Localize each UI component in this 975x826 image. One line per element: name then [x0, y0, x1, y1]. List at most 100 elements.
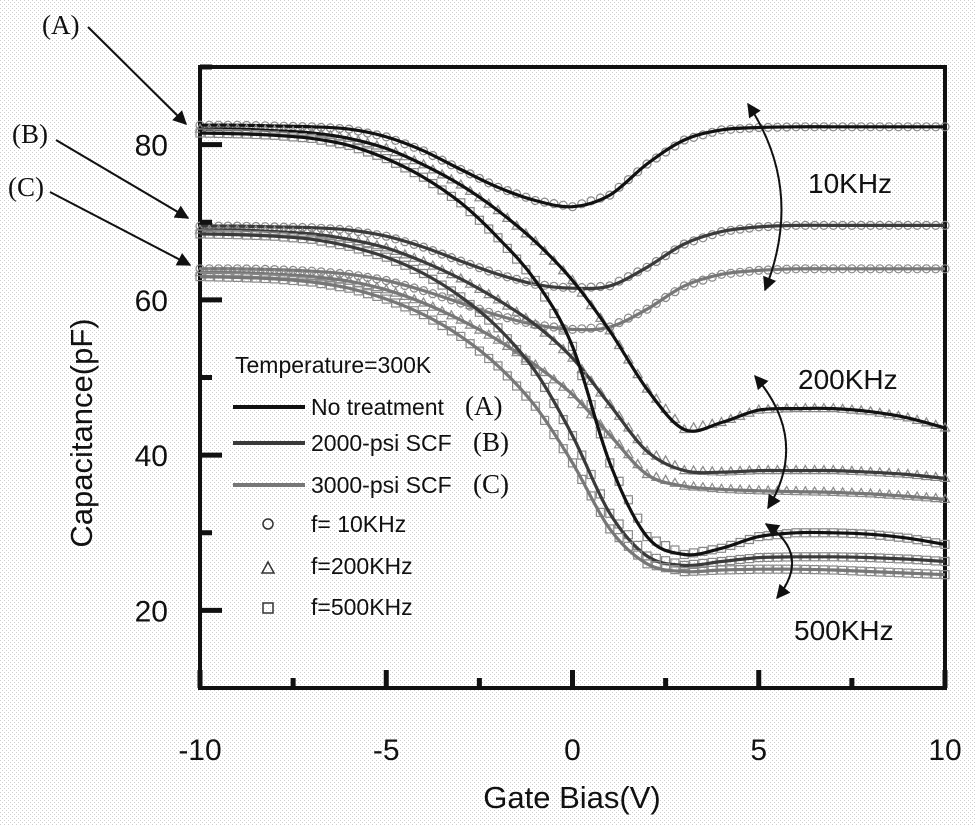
- data-marker: [474, 346, 484, 356]
- legend-marker-square: [262, 602, 274, 614]
- legend-marker-circle: [262, 518, 274, 530]
- freq-label-10khz: 10KHz: [808, 168, 892, 199]
- data-marker: [633, 167, 643, 177]
- data-marker: [493, 323, 503, 333]
- data-marker: [660, 292, 671, 303]
- series-line: [199, 127, 946, 433]
- data-marker: [418, 268, 429, 279]
- data-marker: [465, 299, 475, 310]
- data-marker: [502, 243, 512, 253]
- freq-arrow-500khz: [764, 523, 794, 600]
- data-marker: [697, 465, 709, 475]
- data-marker: [576, 286, 588, 297]
- data-marker: [642, 304, 652, 314]
- data-marker: [418, 310, 429, 320]
- y-tick-label: 60: [135, 285, 168, 318]
- freq-label-500khz: 500KHz: [794, 615, 894, 646]
- legend-title: Temperature=300K: [235, 352, 432, 378]
- curve-label-c: (C): [8, 172, 44, 202]
- data-marker: [511, 381, 522, 391]
- data-marker: [465, 207, 475, 217]
- x-tick-label: -10: [178, 734, 221, 767]
- data-marker: [642, 559, 652, 569]
- series-c-500khz: [195, 272, 950, 580]
- data-marker: [530, 275, 540, 286]
- y-tick-label: 80: [135, 130, 168, 163]
- curve-label-b: (B): [12, 119, 48, 149]
- data-marker: [679, 281, 689, 291]
- curve-arrow-c: [49, 191, 192, 266]
- y-axis-title: Capacitance(pF): [64, 318, 99, 547]
- series-line: [199, 228, 946, 480]
- x-tick-label: -5: [373, 734, 400, 767]
- y-tick-label: 40: [135, 440, 168, 473]
- tick-labels: -10 -5 0 5 10 20 40 60 80: [135, 130, 962, 767]
- data-marker: [651, 153, 661, 163]
- data-marker: [530, 401, 540, 411]
- data-marker: [651, 298, 661, 308]
- data-marker: [670, 287, 680, 297]
- data-marker: [493, 233, 503, 243]
- data-marker: [456, 198, 466, 208]
- legend-tag-a: (A): [465, 391, 502, 421]
- data-marker: [577, 474, 587, 484]
- series-line: [199, 267, 945, 332]
- data-marker: [446, 160, 456, 170]
- legend: Temperature=300K No treatment (A) 2000-p…: [233, 352, 509, 620]
- data-marker: [688, 464, 700, 475]
- ticks-layer: [197, 64, 948, 688]
- freq-arrow-200khz: [754, 374, 788, 510]
- x-tick-label: 5: [750, 734, 767, 767]
- data-marker: [605, 190, 615, 200]
- legend-marker-label-200khz: f=200KHz: [311, 553, 413, 579]
- series-a-200khz: [194, 122, 951, 434]
- data-marker: [642, 531, 652, 542]
- data-marker: [614, 182, 624, 192]
- data-marker: [669, 477, 681, 487]
- data-marker: [456, 331, 466, 341]
- data-marker: [558, 444, 568, 454]
- x-tick-label: 0: [564, 734, 581, 767]
- plot-area: [198, 65, 947, 690]
- data-marker: [670, 245, 680, 255]
- y-tick-label: 20: [135, 595, 168, 628]
- data-marker: [642, 159, 652, 169]
- freq-arrow-10khz: [747, 102, 783, 292]
- data-marker: [585, 299, 597, 310]
- legend-tag-c: (C): [473, 469, 509, 499]
- data-marker: [484, 315, 494, 325]
- series-line: [199, 223, 945, 291]
- legend-tag-b: (B): [473, 427, 509, 457]
- data-marker: [530, 366, 540, 376]
- data-marker: [642, 262, 652, 272]
- series-line: [199, 123, 945, 209]
- x-axis-title: Gate Bias(V): [483, 780, 660, 815]
- legend-label-c: 3000-psi SCF: [311, 472, 452, 498]
- legend-marker-label-500khz: f=500KHz: [311, 594, 413, 620]
- data-marker: [557, 264, 569, 275]
- data-marker: [465, 339, 475, 349]
- x-tick-label: 10: [928, 734, 961, 767]
- freq-label-200khz: 200KHz: [798, 364, 898, 395]
- series-b-500khz: [195, 229, 950, 571]
- data-marker: [418, 172, 429, 182]
- curve-arrow-b: [55, 139, 190, 219]
- data-marker: [567, 458, 578, 468]
- series-layer: [194, 120, 951, 580]
- curve-arrow-a: [87, 26, 187, 125]
- data-marker: [502, 371, 512, 381]
- series-line: [199, 275, 946, 577]
- data-marker: [594, 312, 606, 322]
- series-line: [199, 232, 946, 568]
- data-marker: [456, 164, 466, 175]
- series-b-200khz: [194, 223, 951, 482]
- data-marker: [660, 251, 671, 261]
- data-marker: [567, 431, 578, 441]
- legend-marker-triangle: [260, 560, 276, 574]
- curve-label-a: (A): [42, 10, 79, 40]
- data-marker: [484, 353, 494, 364]
- legend-label-b: 2000-psi SCF: [311, 430, 452, 456]
- data-marker: [502, 334, 512, 344]
- data-marker: [623, 175, 634, 185]
